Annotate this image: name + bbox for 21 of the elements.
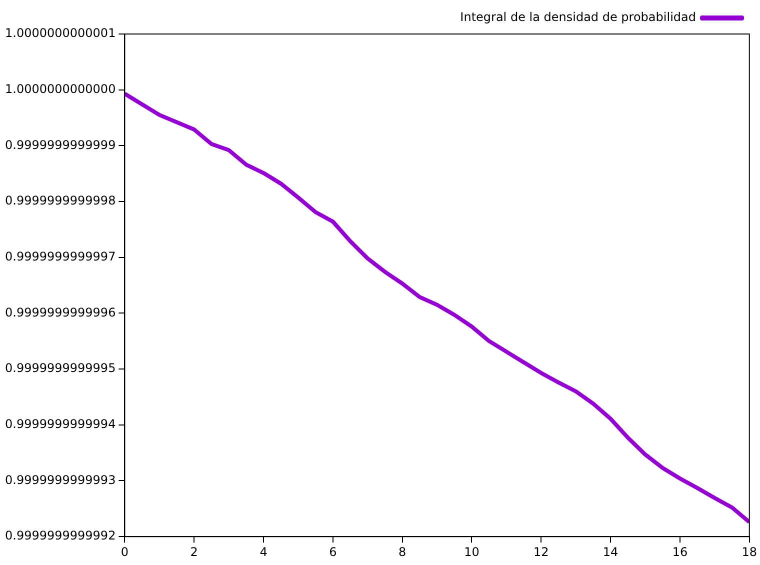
y-tick-label: 0.9999999999997: [5, 249, 116, 264]
y-tick-label: 0.9999999999994: [5, 416, 116, 431]
x-tick-label: 6: [329, 544, 337, 559]
y-tick-label: 0.9999999999998: [5, 194, 116, 208]
legend-label: Integral de la densidad de probabilidad: [460, 10, 696, 24]
x-tick-label: 18: [742, 544, 758, 559]
x-tick-label: 2: [190, 544, 198, 559]
y-tick-label: 0.9999999999993: [5, 472, 116, 487]
x-tick-label: 14: [602, 544, 618, 559]
x-tick-label: 8: [398, 544, 406, 559]
x-tick-label: 0: [120, 544, 129, 559]
y-tick-label: 0.9999999999996: [5, 305, 116, 320]
y-tick-label: 1.0000000000001: [5, 26, 116, 40]
x-tick-label: 12: [534, 544, 549, 559]
y-tick-label: 0.9999999999995: [5, 361, 116, 376]
x-tick-label: 4: [260, 544, 268, 559]
x-tick-label: 16: [672, 544, 688, 559]
y-tick-label: 0.9999999999999: [5, 138, 116, 152]
x-tick-label: 10: [464, 544, 480, 559]
y-tick-label: 0.9999999999992: [5, 528, 116, 543]
y-tick-label: 1.0000000000000: [5, 82, 116, 96]
